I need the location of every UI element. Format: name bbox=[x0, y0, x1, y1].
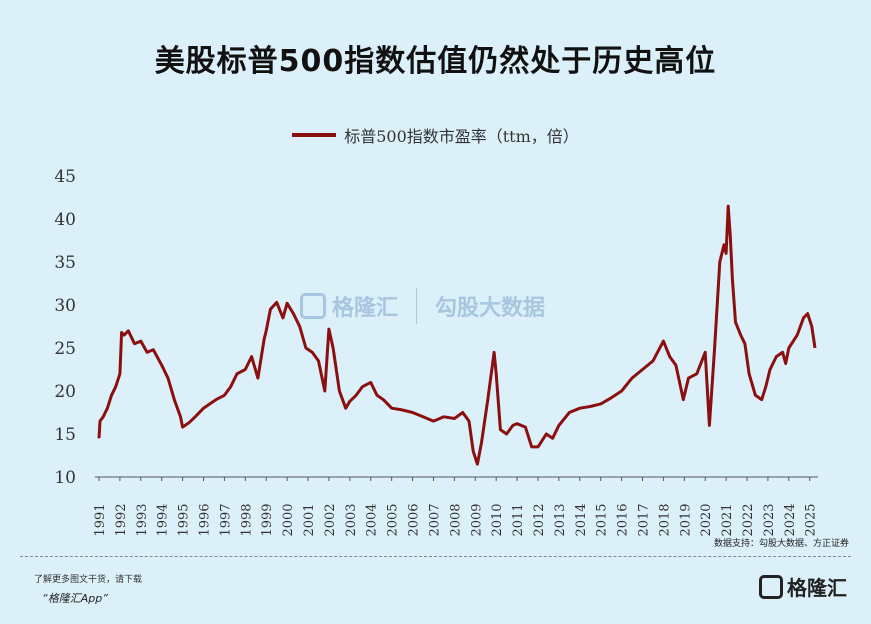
footer-line-1: 了解更多图文干货，请下载 bbox=[34, 575, 143, 585]
x-tick-label: 1996 bbox=[198, 503, 213, 536]
watermark-brand: 格隆汇 bbox=[332, 296, 399, 321]
brand[interactable]: 格隆汇 bbox=[759, 572, 847, 601]
x-tick-label: 2015 bbox=[595, 503, 610, 536]
x-tick-label: 2010 bbox=[490, 503, 505, 536]
y-tick-label: 30 bbox=[54, 296, 76, 316]
x-tick-label: 2002 bbox=[323, 503, 338, 536]
x-tick-label: 2019 bbox=[678, 503, 693, 536]
watermark-separator bbox=[416, 288, 418, 324]
brand-logo-icon bbox=[759, 574, 783, 599]
y-tick-label: 45 bbox=[54, 167, 76, 187]
x-tick-label: 2000 bbox=[281, 503, 296, 536]
x-tick-label: 1999 bbox=[260, 503, 275, 536]
x-tick-label: 2023 bbox=[762, 503, 777, 536]
x-tick-label: 2005 bbox=[386, 503, 401, 536]
x-tick-label: 2003 bbox=[344, 503, 359, 536]
brand-name: 格隆汇 bbox=[787, 576, 847, 600]
legend-label: 标普500指数市盈率（ttm，倍） bbox=[344, 127, 579, 146]
y-tick-label: 40 bbox=[54, 210, 76, 230]
x-tick-label: 1994 bbox=[156, 503, 171, 536]
x-tick-label: 1997 bbox=[218, 503, 233, 536]
x-tick-label: 2012 bbox=[532, 503, 547, 536]
series-line-pe-ratio bbox=[97, 204, 817, 466]
watermark-brand2: 勾股大数据 bbox=[435, 296, 546, 321]
chart-title: 美股标普500指数估值仍然处于历史高位 bbox=[154, 44, 717, 79]
x-tick-label: 2008 bbox=[448, 503, 463, 536]
watermark-logo-icon bbox=[300, 293, 326, 319]
y-tick-label: 25 bbox=[54, 339, 76, 359]
x-tick-label: 2016 bbox=[616, 503, 631, 536]
x-tick-label: 2009 bbox=[469, 503, 484, 536]
x-tick-label: 1992 bbox=[114, 503, 129, 536]
y-tick-label: 20 bbox=[54, 382, 76, 402]
x-tick-label: 2001 bbox=[302, 503, 317, 536]
x-tick-label: 2014 bbox=[574, 503, 589, 536]
x-tick-label: 1998 bbox=[239, 503, 254, 536]
x-tick-label: 2013 bbox=[553, 503, 568, 536]
x-tick-label: 2006 bbox=[407, 503, 422, 536]
x-tick-label: 2022 bbox=[741, 503, 756, 536]
x-tick-label: 1991 bbox=[93, 503, 108, 536]
y-tick-label: 10 bbox=[54, 468, 76, 488]
x-tick-label: 2021 bbox=[720, 503, 735, 536]
x-tick-label: 2020 bbox=[699, 503, 714, 536]
x-tick-label: 2017 bbox=[636, 503, 651, 536]
y-tick-label: 15 bbox=[54, 425, 76, 445]
x-tick-label: 2011 bbox=[511, 503, 526, 536]
legend: 标普500指数市盈率（ttm，倍） bbox=[0, 123, 871, 147]
legend-swatch bbox=[292, 133, 337, 137]
x-tick-label: 2024 bbox=[783, 503, 798, 536]
x-tick-label: 1995 bbox=[177, 503, 192, 536]
x-tick-label: 2025 bbox=[804, 503, 819, 536]
x-tick-label: 2018 bbox=[657, 503, 672, 536]
x-tick-label: 2007 bbox=[427, 503, 442, 536]
watermark: 格隆汇 勾股大数据 bbox=[300, 288, 545, 324]
footer-divider bbox=[20, 556, 851, 557]
footer-line-2: “格隆汇App” bbox=[42, 592, 108, 605]
x-tick-label: 1993 bbox=[135, 503, 150, 536]
data-source: 数据支持：勾股大数据、方正证券 bbox=[713, 539, 849, 549]
x-tick-label: 2004 bbox=[365, 503, 380, 536]
y-tick-label: 35 bbox=[54, 253, 76, 273]
